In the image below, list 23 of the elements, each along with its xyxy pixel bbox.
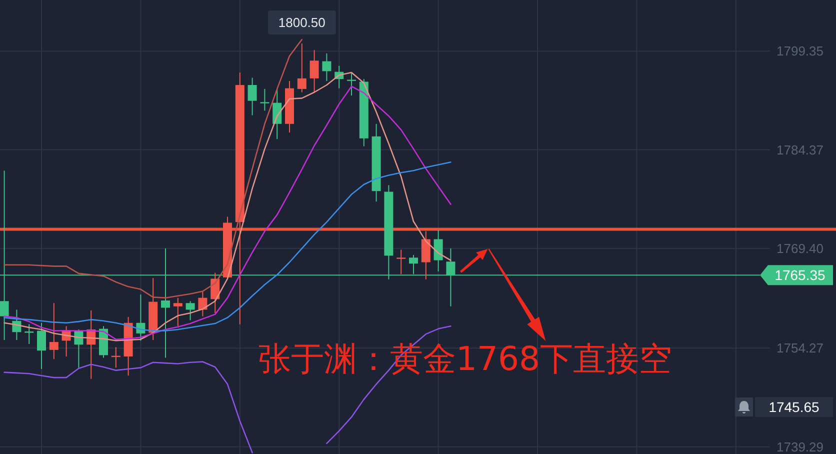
- candlestick: [322, 52, 332, 82]
- candlestick: [186, 300, 195, 321]
- candlestick: [173, 297, 182, 327]
- y-tick-label: 1799.35: [776, 44, 824, 59]
- candlestick: [310, 50, 319, 93]
- candlestick: [260, 88, 270, 112]
- annotation: 1800.50: [278, 14, 326, 30]
- candlestick: [49, 302, 58, 360]
- candlestick: [37, 322, 46, 370]
- y-tick-label: 1769.40: [776, 240, 824, 256]
- candlestick: [421, 230, 430, 280]
- y-tick-label: 1739.29: [776, 439, 824, 454]
- ref-line-label: 1765.35: [774, 267, 826, 284]
- candlestick: [347, 72, 356, 96]
- candlestick: [248, 77, 257, 116]
- candlestick: [396, 249, 406, 275]
- candlestick: [434, 229, 443, 272]
- y-tick-label: 1754.27: [776, 340, 824, 356]
- text: 1745.65: [768, 399, 820, 415]
- line-series: [4, 38, 303, 298]
- candlestick: [297, 42, 306, 93]
- candlestick: [24, 324, 34, 344]
- y-tick-label: 1784.37: [776, 142, 824, 158]
